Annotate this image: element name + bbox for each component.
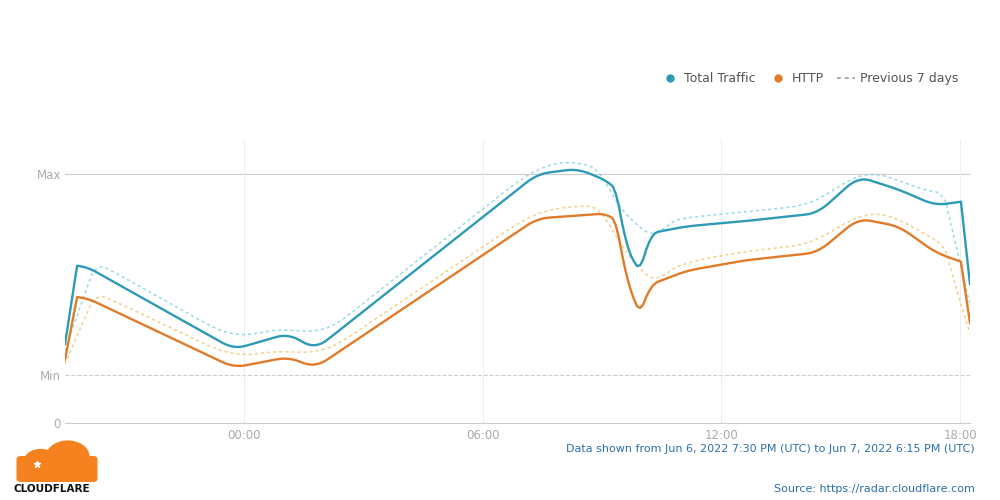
Ellipse shape (46, 440, 89, 472)
Legend: Total Traffic, HTTP, Previous 7 days: Total Traffic, HTTP, Previous 7 days (655, 67, 964, 90)
Text: Data shown from Jun 6, 2022 7:30 PM (UTC) to Jun 7, 2022 6:15 PM (UTC): Data shown from Jun 6, 2022 7:30 PM (UTC… (566, 444, 975, 454)
Text: Internet traffic change in India (Last 24 hours): Internet traffic change in India (Last 2… (22, 41, 587, 60)
FancyBboxPatch shape (16, 456, 98, 482)
Text: Source: https://radar.cloudflare.com: Source: https://radar.cloudflare.com (774, 484, 975, 494)
Text: CLOUDFLARE: CLOUDFLARE (13, 484, 90, 494)
Ellipse shape (24, 449, 58, 473)
